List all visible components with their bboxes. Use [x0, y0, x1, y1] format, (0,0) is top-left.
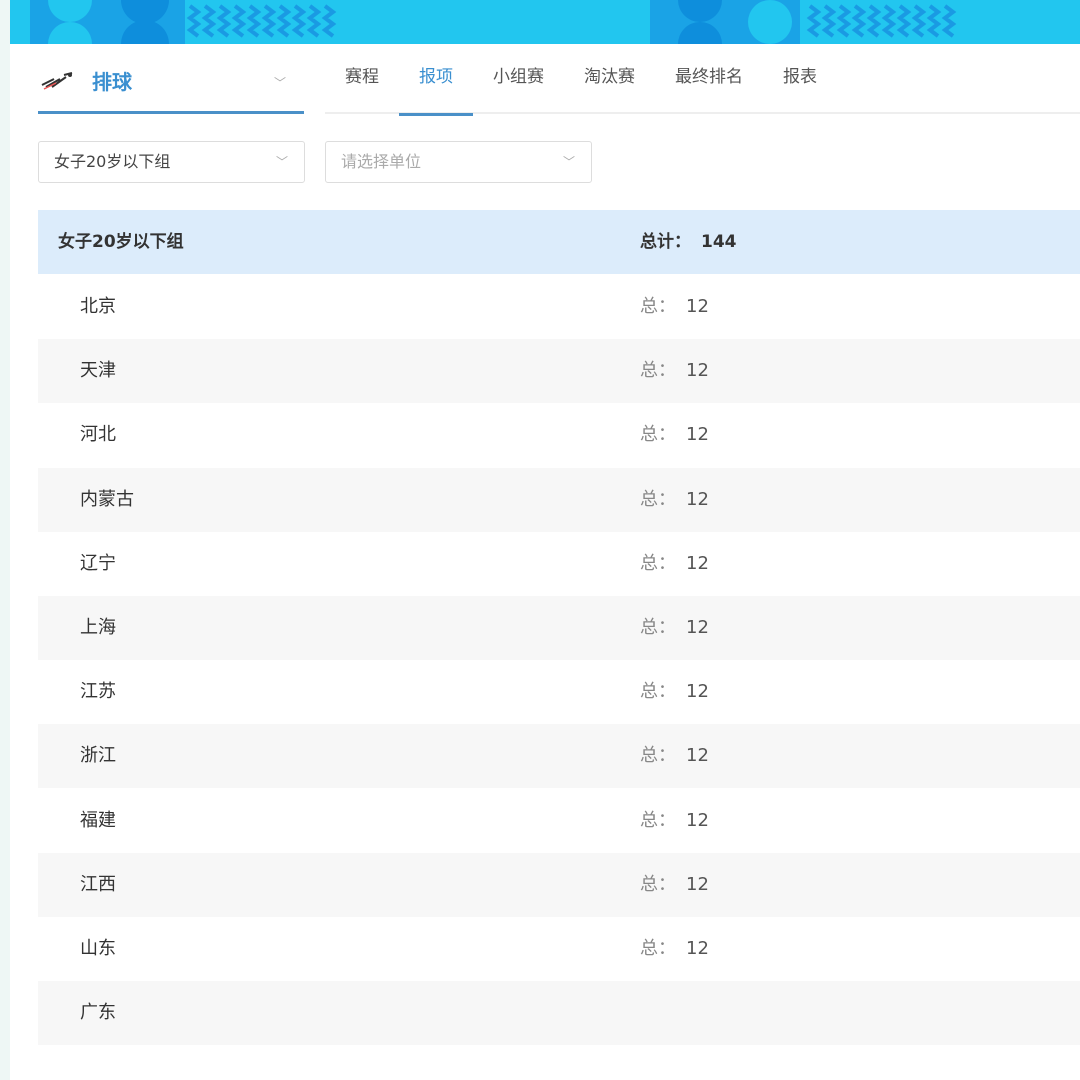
- header-banner: [10, 0, 1080, 44]
- unit-name: 河北: [80, 424, 116, 446]
- count-label: 总：: [640, 617, 676, 638]
- unit-name: 辽宁: [80, 552, 116, 574]
- count-value: 12: [686, 424, 709, 446]
- table-row[interactable]: 广东: [38, 981, 1080, 1046]
- count-label: 总：: [640, 296, 676, 317]
- table-row[interactable]: 北京 总： 12: [38, 275, 1080, 339]
- tab-4[interactable]: 最终排名: [675, 67, 743, 87]
- unit-name: 山东: [80, 938, 116, 959]
- total-label: 总计：: [640, 232, 691, 252]
- sport-name: 排球: [92, 70, 132, 94]
- table-row[interactable]: 山东 总： 12: [38, 917, 1080, 981]
- count-value: 12: [686, 809, 709, 831]
- left-edge: [0, 0, 10, 1080]
- table-row[interactable]: 浙江 总： 12: [38, 724, 1080, 789]
- unit-select[interactable]: 请选择单位 ﹀: [325, 141, 592, 183]
- top-nav: 排球 ﹀ 赛程 报项 小组赛 淘汰赛 最终排名 报表: [38, 50, 1080, 116]
- table-row[interactable]: 辽宁 总： 12: [38, 531, 1080, 596]
- count-value: 12: [686, 360, 709, 382]
- count-value: 12: [686, 745, 709, 767]
- count-label: 总：: [640, 424, 676, 446]
- table-row[interactable]: 江西 总： 12: [38, 852, 1080, 917]
- tab-3[interactable]: 淘汰赛: [584, 67, 635, 87]
- volleyball-players-logo-icon: [41, 71, 73, 90]
- tab-0[interactable]: 赛程: [345, 67, 379, 87]
- table-row[interactable]: 江苏 总： 12: [38, 660, 1080, 725]
- unit-name: 江西: [80, 873, 116, 895]
- group-name: 女子20岁以下组: [58, 232, 184, 252]
- table-row[interactable]: 河北 总： 12: [38, 403, 1080, 468]
- group-summary-row: 女子20岁以下组 总计： 144: [38, 210, 1080, 274]
- chevron-down-icon: ﹀: [273, 76, 286, 90]
- chevron-down-icon: ﹀: [275, 155, 288, 169]
- unit-name: 浙江: [80, 745, 116, 767]
- unit-name: 广东: [80, 1002, 116, 1024]
- unit-name: 天津: [80, 360, 116, 382]
- count-label: 总：: [640, 809, 676, 831]
- tab-bar: 赛程 报项 小组赛 淘汰赛 最终排名 报表: [325, 50, 1080, 116]
- unit-name: 江苏: [80, 681, 116, 703]
- count-value: 12: [686, 296, 709, 317]
- count-value: 12: [686, 617, 709, 638]
- table-row[interactable]: 天津 总： 12: [38, 339, 1080, 404]
- count-value: 12: [686, 681, 709, 703]
- sport-selector[interactable]: 排球 ﹀: [38, 50, 304, 114]
- tab-1[interactable]: 报项: [399, 50, 473, 116]
- count-value: 12: [686, 488, 709, 510]
- group-select[interactable]: 女子20岁以下组 ﹀: [38, 141, 305, 183]
- count-label: 总：: [640, 360, 676, 382]
- unit-select-placeholder: 请选择单位: [341, 152, 422, 171]
- unit-name: 北京: [80, 296, 116, 317]
- count-label: 总：: [640, 745, 676, 767]
- table-row[interactable]: 内蒙古 总： 12: [38, 467, 1080, 532]
- count-label: 总：: [640, 552, 676, 574]
- count-label: 总：: [640, 488, 676, 510]
- table-row[interactable]: 上海 总： 12: [38, 596, 1080, 660]
- count-value: 12: [686, 938, 709, 959]
- count-value: 12: [686, 552, 709, 574]
- unit-name: 上海: [80, 617, 116, 638]
- chevron-down-icon: ﹀: [562, 155, 575, 169]
- group-select-value: 女子20岁以下组: [54, 152, 171, 171]
- tab-2[interactable]: 小组赛: [493, 67, 544, 87]
- count-label: 总：: [640, 681, 676, 703]
- banner-pattern: [10, 0, 1080, 44]
- total-value: 144: [701, 232, 737, 252]
- count-value: 12: [686, 873, 709, 895]
- count-label: 总：: [640, 938, 676, 959]
- table-row[interactable]: 福建 总： 12: [38, 788, 1080, 853]
- tab-5[interactable]: 报表: [783, 67, 817, 87]
- unit-name: 内蒙古: [80, 488, 134, 510]
- unit-name: 福建: [80, 809, 116, 831]
- count-label: 总：: [640, 873, 676, 895]
